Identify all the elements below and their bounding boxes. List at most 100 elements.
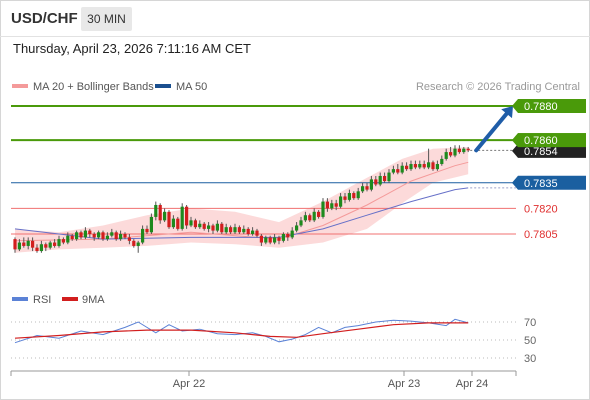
price-labels: 0.78800.78600.78350.78200.78050.78540.78… — [512, 99, 586, 241]
candle-body — [378, 175, 382, 185]
candle-body — [215, 223, 219, 231]
candle — [435, 160, 439, 171]
candle — [114, 230, 118, 241]
candle — [97, 230, 101, 240]
candle — [198, 220, 202, 229]
candle — [281, 232, 285, 243]
candle-body — [273, 237, 277, 243]
candle-body — [405, 165, 409, 170]
candle — [136, 240, 140, 253]
projection-arrow-shaft — [474, 111, 509, 153]
candle-body — [317, 211, 321, 217]
timeframe-button[interactable]: 30 MIN — [81, 7, 132, 31]
candle — [462, 146, 466, 154]
candle — [431, 160, 435, 171]
candle-body — [339, 196, 343, 207]
chart-header: USD/CHF 30 MIN — [0, 0, 590, 37]
level-label-0.7835: 0.7835 — [512, 175, 586, 190]
candle-body — [286, 234, 290, 238]
ma50-legend-label: MA 50 — [176, 81, 207, 93]
current-price-label: 0.7854 — [512, 143, 586, 158]
candle — [317, 210, 321, 219]
candle — [229, 225, 233, 234]
candle-body — [409, 164, 413, 170]
candle-body — [246, 228, 250, 234]
candle-body — [132, 240, 136, 246]
candle-body — [449, 152, 453, 156]
candle-body — [158, 204, 162, 221]
datetime-label: Thursday, April 23, 2026 7:11:16 AM CET — [13, 41, 251, 56]
candle — [449, 146, 453, 158]
candle-body — [268, 237, 272, 243]
candle-body — [224, 227, 228, 233]
candle-body — [145, 228, 149, 233]
candle-body — [97, 232, 101, 238]
bollinger-band — [15, 147, 469, 253]
candle — [189, 216, 193, 228]
candle-body — [180, 206, 184, 229]
candle-body — [374, 179, 378, 185]
candle-body — [308, 215, 312, 221]
candle-body — [101, 232, 105, 240]
candle-body — [242, 228, 246, 233]
candle — [352, 191, 356, 200]
candle-body — [48, 242, 52, 248]
level-label-0.7805-text: 0.7805 — [524, 229, 558, 241]
candle-body — [418, 164, 422, 168]
candle-body — [251, 230, 255, 234]
candle-body — [154, 204, 158, 217]
candle — [347, 189, 351, 202]
candle-body — [207, 225, 211, 229]
candle-body — [13, 239, 17, 250]
candle-body — [44, 244, 48, 248]
candle-body — [347, 193, 351, 200]
candle — [413, 160, 417, 170]
candle — [466, 146, 470, 153]
candle — [251, 227, 255, 236]
candle — [400, 162, 404, 175]
current-price-label-bg — [512, 143, 586, 158]
candle-body — [352, 193, 356, 199]
candle — [220, 222, 224, 234]
candle — [224, 223, 228, 234]
candle-body — [39, 244, 43, 252]
candle — [325, 198, 329, 212]
candle-body — [321, 201, 325, 217]
candle — [132, 239, 136, 248]
rsi-tick-50: 50 — [524, 335, 536, 347]
candle — [88, 228, 92, 238]
candle-body — [211, 225, 215, 231]
candle — [48, 240, 52, 250]
rsi-legend: RSI 9MA — [12, 294, 105, 306]
ma20-legend-label: MA 20 + Bollinger Bands — [33, 81, 154, 93]
candle-body — [299, 220, 303, 226]
candle-body — [387, 172, 391, 182]
candle — [123, 232, 127, 240]
rsi-tick-70: 70 — [524, 317, 536, 329]
candle — [79, 230, 83, 240]
level-label-top-0.7860-bg — [512, 133, 586, 148]
candle-body — [290, 230, 294, 238]
candle-body — [70, 235, 74, 240]
candle — [110, 228, 114, 238]
candle — [427, 148, 431, 170]
candle-body — [277, 237, 281, 241]
candle — [167, 210, 171, 229]
candle — [405, 162, 409, 171]
candle-body — [105, 235, 109, 240]
rsi-tick-30: 30 — [524, 353, 536, 365]
candle-body — [189, 220, 193, 226]
candle — [374, 175, 378, 187]
candle-body — [303, 215, 307, 221]
candle — [268, 235, 272, 245]
candle — [237, 225, 241, 234]
candle — [457, 145, 461, 154]
candle-body — [31, 240, 35, 248]
level-label-0.7820: 0.7820 — [524, 203, 558, 215]
candle — [409, 160, 413, 171]
candle — [193, 218, 197, 229]
candle — [255, 228, 259, 238]
candle-body — [295, 225, 299, 231]
candle-body — [114, 232, 118, 240]
